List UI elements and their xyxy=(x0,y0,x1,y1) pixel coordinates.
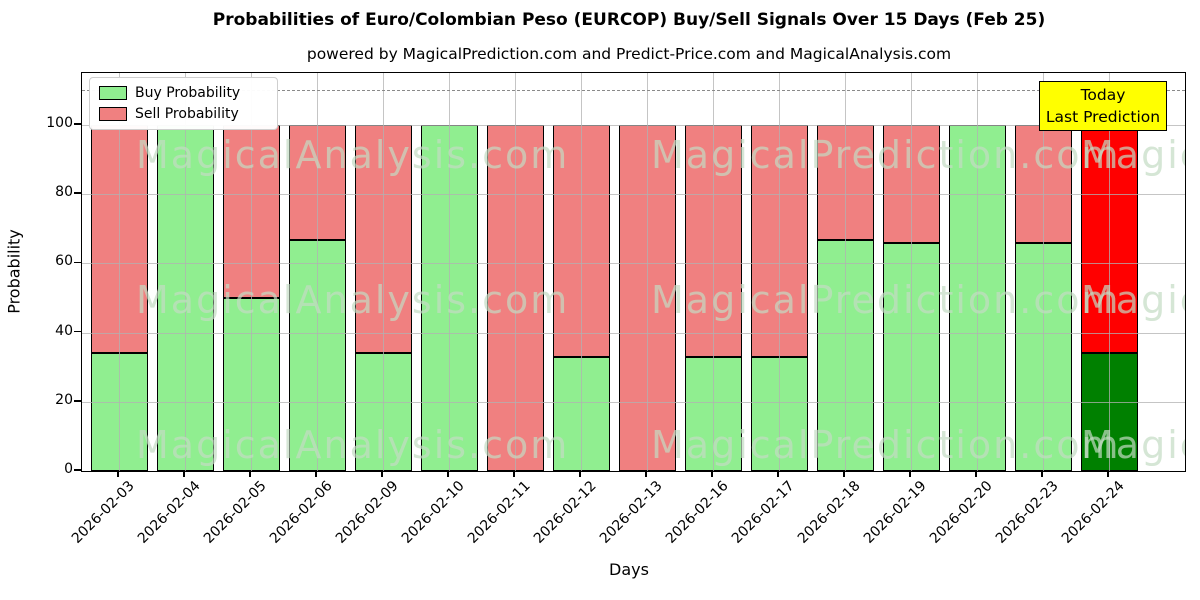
today-annotation: Today Last Prediction xyxy=(1039,81,1167,131)
x-tick-label: 2026-02-06 xyxy=(266,478,336,547)
gridline-horizontal xyxy=(82,263,1185,265)
gridline-horizontal xyxy=(82,124,1185,126)
y-tick-label: 20 xyxy=(55,391,73,408)
grid-layer xyxy=(82,73,1185,471)
gridline-vertical xyxy=(779,73,780,471)
chart-title: Probabilities of Euro/Colombian Peso (EU… xyxy=(212,10,1046,30)
x-tick-label: 2026-02-24 xyxy=(1058,478,1128,547)
x-tick-label: 2026-02-03 xyxy=(68,478,138,547)
gridline-vertical xyxy=(647,73,648,471)
x-tick-mark xyxy=(645,471,647,477)
gridline-horizontal xyxy=(82,332,1185,334)
gridline-vertical xyxy=(119,73,120,471)
y-tick-mark xyxy=(74,399,81,402)
x-tick-label: 2026-02-23 xyxy=(992,478,1062,547)
x-tick-label: 2026-02-16 xyxy=(662,478,732,547)
watermark-text: MagicalAnalysis.com xyxy=(1081,133,1185,177)
x-tick-mark xyxy=(447,471,449,477)
watermark-text: MagicalPrediction.com xyxy=(651,423,1121,467)
x-tick-mark xyxy=(249,471,251,477)
x-tick-mark xyxy=(315,471,317,477)
gridline-vertical xyxy=(251,73,252,471)
y-tick-label: 80 xyxy=(55,184,73,201)
gridline-vertical xyxy=(515,73,516,471)
watermark-text: MagicalPrediction.com xyxy=(651,278,1121,322)
gridline-horizontal xyxy=(82,194,1185,196)
watermark-text: MagicalAnalysis.com xyxy=(136,133,570,177)
legend-label-sell: Sell Probability xyxy=(135,106,239,122)
x-axis-label: Days xyxy=(609,560,649,579)
x-tick-label: 2026-02-12 xyxy=(530,478,600,547)
x-tick-mark xyxy=(909,471,911,477)
watermark-layer: MagicalAnalysis.com MagicalPrediction.com… xyxy=(82,73,1185,471)
x-tick-label: 2026-02-19 xyxy=(860,478,930,547)
watermark-text: MagicalAnalysis.com xyxy=(1081,278,1185,322)
gridline-vertical xyxy=(317,73,318,471)
x-tick-mark xyxy=(513,471,515,477)
x-tick-mark xyxy=(381,471,383,477)
x-tick-mark xyxy=(579,471,581,477)
y-tick-label: 0 xyxy=(64,461,73,477)
y-tick-label: 60 xyxy=(55,253,73,270)
x-tick-label: 2026-02-04 xyxy=(134,478,204,547)
legend-swatch-sell xyxy=(99,107,127,121)
legend-swatch-buy xyxy=(99,86,127,100)
watermark-text: MagicalAnalysis.com xyxy=(136,278,570,322)
gridline-vertical xyxy=(1109,73,1110,471)
gridline-horizontal xyxy=(82,401,1185,403)
x-tick-label: 2026-02-05 xyxy=(200,478,270,547)
gridline-vertical xyxy=(581,73,582,471)
x-tick-mark xyxy=(711,471,713,477)
chart-subtitle: powered by MagicalPrediction.com and Pre… xyxy=(306,45,952,63)
legend-label-buy: Buy Probability xyxy=(135,85,241,101)
gridline-vertical xyxy=(977,73,978,471)
x-tick-label: 2026-02-17 xyxy=(728,478,798,547)
x-tick-mark xyxy=(777,471,779,477)
today-annotation-line2: Last Prediction xyxy=(1045,108,1161,126)
x-tick-label: 2026-02-09 xyxy=(332,478,402,547)
plot-area: MagicalAnalysis.com MagicalPrediction.com… xyxy=(81,72,1186,472)
today-annotation-line1: Today xyxy=(1080,85,1126,104)
x-tick-label: 2026-02-13 xyxy=(596,478,666,547)
y-tick-mark xyxy=(74,123,81,125)
legend-row-sell: Sell Probability xyxy=(99,106,267,122)
x-tick-mark xyxy=(183,471,185,477)
watermark-text: MagicalPrediction.com xyxy=(651,133,1121,177)
y-tick-mark xyxy=(74,261,81,264)
y-tick-mark xyxy=(74,330,81,333)
y-tick-label: 40 xyxy=(55,322,73,339)
dashed-threshold-line xyxy=(82,90,1185,92)
y-tick-label: 100 xyxy=(46,114,73,131)
gridline-vertical xyxy=(713,73,714,471)
gridline-vertical xyxy=(1043,73,1044,471)
x-tick-label: 2026-02-18 xyxy=(794,478,864,547)
legend-row-buy: Buy Probability xyxy=(99,85,267,101)
x-tick-mark xyxy=(975,471,977,477)
x-tick-mark xyxy=(1041,471,1043,477)
gridline-vertical xyxy=(185,73,186,471)
x-tick-mark xyxy=(843,471,845,477)
x-tick-label: 2026-02-20 xyxy=(926,478,996,547)
gridline-vertical xyxy=(845,73,846,471)
x-tick-mark xyxy=(1107,471,1109,477)
x-tick-label: 2026-02-10 xyxy=(398,478,468,547)
watermark-text: MagicalAnalysis.com xyxy=(1081,423,1185,467)
y-tick-mark xyxy=(74,192,81,194)
gridline-vertical xyxy=(911,73,912,471)
x-tick-mark xyxy=(117,471,119,477)
x-tick-label: 2026-02-11 xyxy=(464,478,534,547)
y-tick-mark xyxy=(74,469,81,471)
legend: Buy Probability Sell Probability xyxy=(89,77,278,130)
gridline-vertical xyxy=(383,73,384,471)
watermark-text: MagicalAnalysis.com xyxy=(136,423,570,467)
gridline-vertical xyxy=(449,73,450,471)
y-axis-label: Probability xyxy=(4,229,24,314)
